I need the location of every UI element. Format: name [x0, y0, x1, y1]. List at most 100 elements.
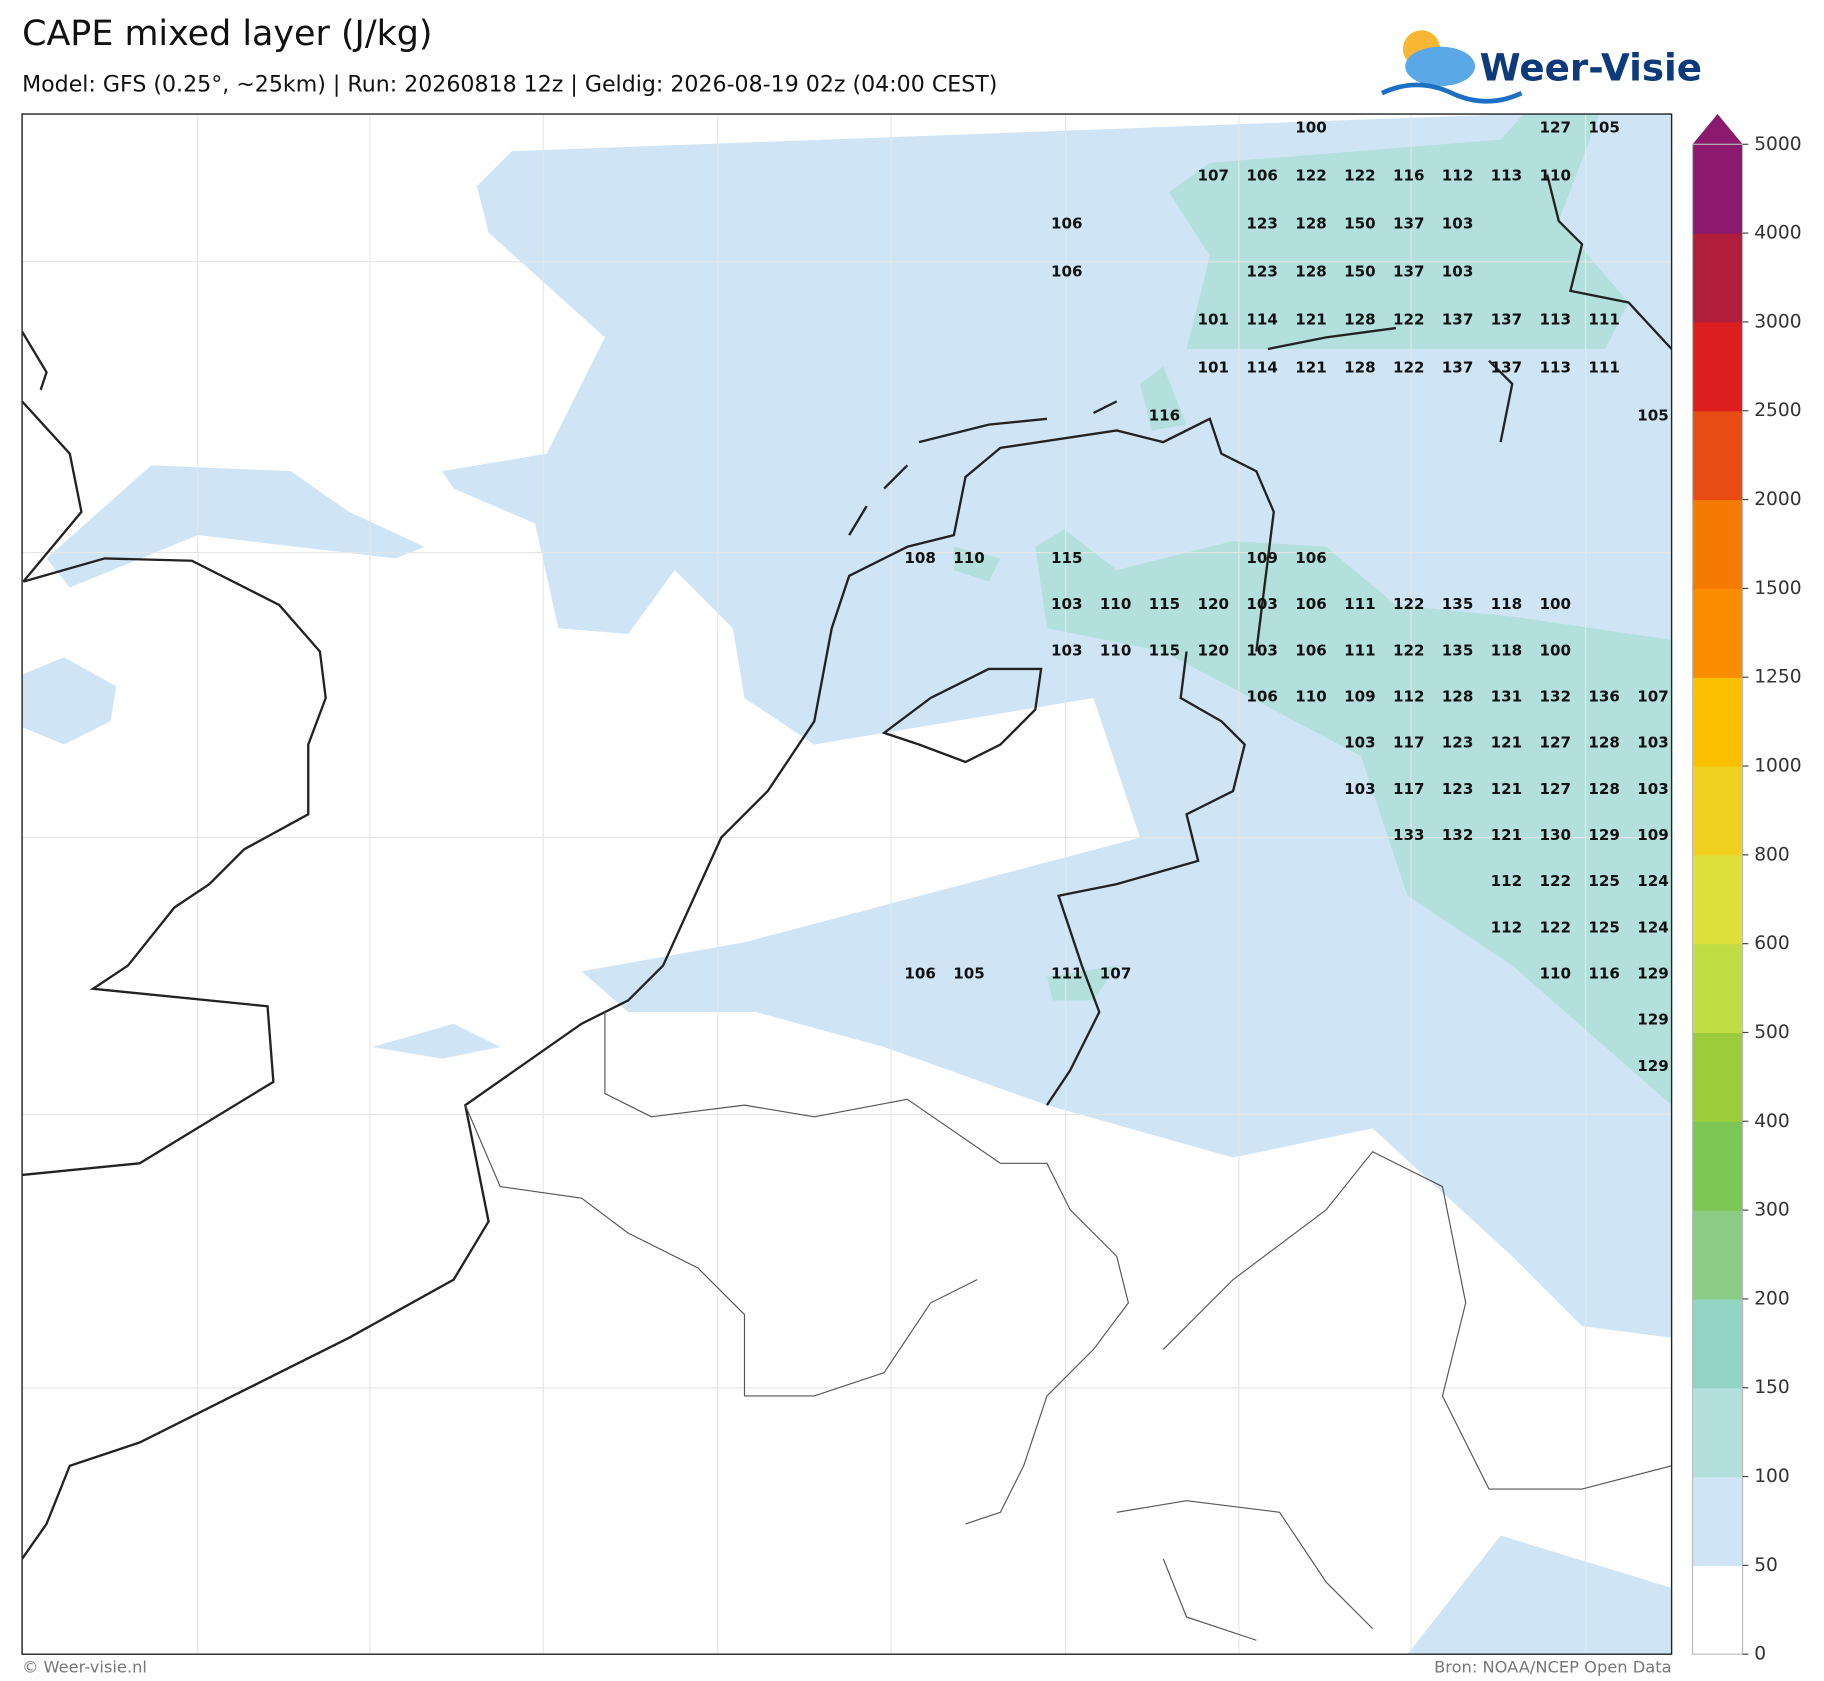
cape-label: 100: [1540, 595, 1572, 613]
colorbar-segment: [1692, 1210, 1743, 1300]
colorbar-label: 0: [1754, 1644, 1766, 1665]
cape-label: 103: [1442, 263, 1474, 281]
cape-label: 111: [1344, 641, 1376, 659]
cape-label: 123: [1442, 734, 1474, 752]
cape-label: 109: [1344, 687, 1376, 705]
colorbar-label: 4000: [1754, 223, 1801, 244]
cape-label: 111: [1051, 965, 1083, 983]
cape-100-area: [1169, 114, 1629, 350]
colorbar-label: 600: [1754, 933, 1790, 954]
cape-label: 117: [1393, 734, 1425, 752]
cape-label: 121: [1491, 780, 1523, 798]
colorbar: 0 50 100 150 200 300 400 500 600 800 1000 1250 1500 2…: [1691, 114, 1802, 1665]
cape-label: 106: [1246, 167, 1278, 185]
cape-label: 150: [1344, 263, 1376, 281]
cape-label: 110: [1100, 641, 1132, 659]
cape-label: 111: [1588, 311, 1620, 329]
colorbar-label: 50: [1754, 1555, 1778, 1576]
cape-label: 111: [1588, 359, 1620, 377]
cape-label: 107: [1198, 167, 1230, 185]
colorbar-label: 3000: [1754, 311, 1801, 332]
cape-label: 113: [1540, 311, 1572, 329]
cape-label: 107: [1637, 687, 1669, 705]
cape-label: 105: [1637, 407, 1669, 425]
cape-label: 105: [953, 965, 985, 983]
cape-label: 123: [1442, 780, 1474, 798]
map: [21, 113, 1673, 1655]
cape-label: 125: [1588, 918, 1620, 936]
footer-left: © Weer-visie.nl: [22, 1658, 147, 1677]
cape-label: 137: [1442, 359, 1474, 377]
cape-label: 150: [1344, 215, 1376, 233]
cape-label: 122: [1540, 918, 1572, 936]
cape-label: 135: [1442, 595, 1474, 613]
colorbar-label: 2000: [1754, 489, 1801, 510]
logo: Weer-Visie: [1380, 30, 1702, 104]
cape-label: 106: [1246, 687, 1278, 705]
cape-label: 112: [1442, 167, 1474, 185]
cape-label: 122: [1393, 311, 1425, 329]
footer-right: Bron: NOAA/NCEP Open Data: [1434, 1658, 1672, 1677]
cape-label: 127: [1540, 734, 1572, 752]
cape-label: 106: [1295, 595, 1327, 613]
cape-label: 103: [1246, 641, 1278, 659]
cape-label: 110: [1540, 167, 1572, 185]
cape-label: 118: [1491, 595, 1523, 613]
cape-label: 113: [1540, 359, 1572, 377]
colorbar-label: 1000: [1754, 756, 1801, 777]
cape-label: 112: [1491, 872, 1523, 890]
cape-label: 106: [1051, 215, 1083, 233]
cape-label: 131: [1491, 687, 1523, 705]
cape-label: 110: [953, 549, 985, 567]
cape-label: 114: [1246, 359, 1278, 377]
cape-label: 100: [1295, 119, 1327, 137]
cape-label: 112: [1491, 918, 1523, 936]
cape-label: 108: [904, 549, 936, 567]
colorbar-frame: [1691, 143, 1744, 1655]
cape-label: 122: [1540, 872, 1572, 890]
colorbar-label: 300: [1754, 1200, 1790, 1221]
cape-label: 137: [1442, 311, 1474, 329]
cape-label: 103: [1344, 780, 1376, 798]
cape-label: 121: [1295, 311, 1327, 329]
cape-label: 103: [1637, 780, 1669, 798]
cape-label: 103: [1442, 215, 1474, 233]
colorbar-label: 5000: [1754, 134, 1801, 155]
cape-label: 122: [1393, 595, 1425, 613]
cape-label: 115: [1149, 595, 1181, 613]
colorbar-segment: [1692, 499, 1743, 589]
colorbar-segment: [1692, 1387, 1743, 1478]
cape-label: 137: [1491, 311, 1523, 329]
colorbar-segment: [1692, 1476, 1743, 1566]
colorbar-segment: [1692, 1298, 1743, 1389]
cape-label: 128: [1442, 687, 1474, 705]
cape-label: 107: [1100, 965, 1132, 983]
cape-label: 106: [1295, 641, 1327, 659]
cape-label: 112: [1393, 687, 1425, 705]
colorbar-segment: [1692, 677, 1743, 767]
colorbar-label: 800: [1754, 844, 1790, 865]
cape-label: 105: [1588, 119, 1620, 137]
cape-label: 129: [1588, 826, 1620, 844]
cape-label: 110: [1100, 595, 1132, 613]
cape-label: 125: [1588, 872, 1620, 890]
cape-label: 103: [1246, 595, 1278, 613]
cape-label: 128: [1295, 215, 1327, 233]
cape-label: 124: [1637, 872, 1669, 890]
colorbar-segment: [1692, 588, 1743, 678]
cape-label: 103: [1344, 734, 1376, 752]
colorbar-segment: [1692, 854, 1743, 945]
cape-label: 116: [1149, 407, 1181, 425]
cape-label: 103: [1051, 641, 1083, 659]
cape-label: 106: [904, 965, 936, 983]
cape-label: 122: [1344, 167, 1376, 185]
cape-label: 122: [1393, 359, 1425, 377]
cape-label: 132: [1540, 687, 1572, 705]
cape-label: 121: [1491, 826, 1523, 844]
cape-label: 101: [1198, 359, 1230, 377]
colorbar-label: 500: [1754, 1022, 1790, 1043]
subtitle: Model: GFS (0.25°, ~25km) | Run: 2026081…: [22, 71, 997, 97]
cape-label: 128: [1588, 734, 1620, 752]
cape-label: 106: [1051, 263, 1083, 281]
cape-label: 123: [1246, 263, 1278, 281]
